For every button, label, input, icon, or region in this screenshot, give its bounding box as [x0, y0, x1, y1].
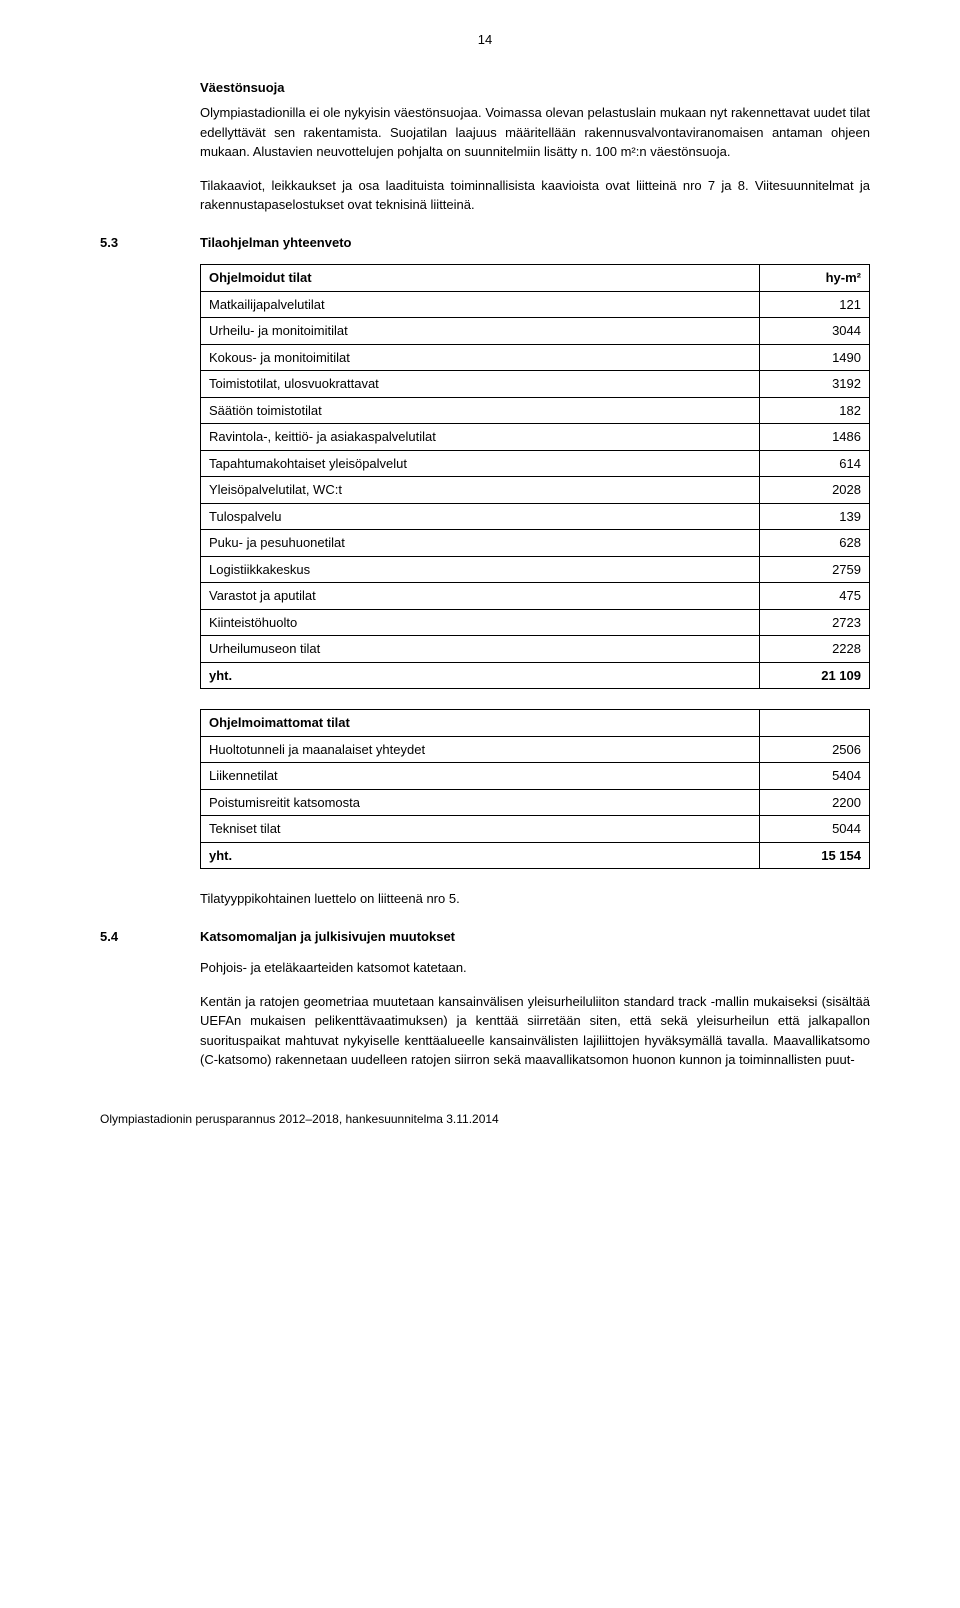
- section-vaestonsuoja: Väestönsuoja Olympiastadionilla ei ole n…: [200, 78, 870, 215]
- cell-value: 1486: [760, 424, 870, 451]
- table-row: Toimistotilat, ulosvuokrattavat3192: [201, 371, 870, 398]
- cell-label: Kiinteistöhuolto: [201, 609, 760, 636]
- table-row: Huoltotunneli ja maanalaiset yhteydet250…: [201, 736, 870, 763]
- cell-value: 2759: [760, 556, 870, 583]
- cell-label: Puku- ja pesuhuonetilat: [201, 530, 760, 557]
- section-5-4-title: Katsomomaljan ja julkisivujen muutokset: [200, 927, 455, 947]
- cell-total-label: yht.: [201, 662, 760, 689]
- cell-label: Toimistotilat, ulosvuokrattavat: [201, 371, 760, 398]
- cell-value: 5044: [760, 816, 870, 843]
- table-row: Liikennetilat5404: [201, 763, 870, 790]
- cell-value: 2723: [760, 609, 870, 636]
- table-row: Tapahtumakohtaiset yleisöpalvelut614: [201, 450, 870, 477]
- page-number: 14: [100, 30, 870, 50]
- section-5-3-header: 5.3 Tilaohjelman yhteenveto: [100, 233, 870, 253]
- cell-total-value: 15 154: [760, 842, 870, 869]
- cell-value: 121: [760, 291, 870, 318]
- table-row: Urheilumuseon tilat2228: [201, 636, 870, 663]
- cell-label: Matkailijapalvelutilat: [201, 291, 760, 318]
- para-5-4-1: Pohjois- ja eteläkaarteiden katsomot kat…: [200, 958, 870, 978]
- cell-label: Tapahtumakohtaiset yleisöpalvelut: [201, 450, 760, 477]
- table-row: Ravintola-, keittiö- ja asiakaspalveluti…: [201, 424, 870, 451]
- table-row: Kiinteistöhuolto2723: [201, 609, 870, 636]
- page-footer: Olympiastadionin perusparannus 2012–2018…: [100, 1110, 870, 1128]
- table-header-unit: [760, 710, 870, 737]
- cell-value: 2200: [760, 789, 870, 816]
- cell-label: Tulospalvelu: [201, 503, 760, 530]
- section-5-3-body: Ohjelmoidut tilat hy-m² Matkailijapalvel…: [200, 264, 870, 909]
- para-vaestonsuoja-2: Tilakaaviot, leikkaukset ja osa laaditui…: [200, 176, 870, 215]
- cell-label: Yleisöpalvelutilat, WC:t: [201, 477, 760, 504]
- section-5-3-title: Tilaohjelman yhteenveto: [200, 233, 351, 253]
- table-row: Tekniset tilat5044: [201, 816, 870, 843]
- cell-value: 614: [760, 450, 870, 477]
- cell-label: Poistumisreitit katsomosta: [201, 789, 760, 816]
- cell-label: Liikennetilat: [201, 763, 760, 790]
- cell-value: 139: [760, 503, 870, 530]
- table-header-unit: hy-m²: [760, 265, 870, 292]
- section-5-3-number: 5.3: [100, 233, 200, 253]
- section-5-4-body: Pohjois- ja eteläkaarteiden katsomot kat…: [200, 958, 870, 1070]
- para-vaestonsuoja-1: Olympiastadionilla ei ole nykyisin väest…: [200, 103, 870, 162]
- section-5-4-header: 5.4 Katsomomaljan ja julkisivujen muutok…: [100, 927, 870, 947]
- cell-total-label: yht.: [201, 842, 760, 869]
- cell-value: 1490: [760, 344, 870, 371]
- table-header-label: Ohjelmoidut tilat: [201, 265, 760, 292]
- table-row: Varastot ja aputilat475: [201, 583, 870, 610]
- cell-label: Logistiikkakeskus: [201, 556, 760, 583]
- table-row: Tulospalvelu139: [201, 503, 870, 530]
- table-row: Logistiikkakeskus2759: [201, 556, 870, 583]
- cell-value: 3192: [760, 371, 870, 398]
- cell-value: 2028: [760, 477, 870, 504]
- table-ohjelmoidut: Ohjelmoidut tilat hy-m² Matkailijapalvel…: [200, 264, 870, 689]
- table-header-label: Ohjelmoimattomat tilat: [201, 710, 760, 737]
- para-5-4-2: Kentän ja ratojen geometriaa muutetaan k…: [200, 992, 870, 1070]
- table-row-total: yht.21 109: [201, 662, 870, 689]
- cell-label: Varastot ja aputilat: [201, 583, 760, 610]
- cell-label: Tekniset tilat: [201, 816, 760, 843]
- table-row: Matkailijapalvelutilat121: [201, 291, 870, 318]
- table-row-total: yht.15 154: [201, 842, 870, 869]
- cell-label: Ravintola-, keittiö- ja asiakaspalveluti…: [201, 424, 760, 451]
- cell-total-value: 21 109: [760, 662, 870, 689]
- cell-value: 628: [760, 530, 870, 557]
- cell-value: 3044: [760, 318, 870, 345]
- cell-value: 5404: [760, 763, 870, 790]
- table-row: Poistumisreitit katsomosta2200: [201, 789, 870, 816]
- table-row: Kokous- ja monitoimitilat1490: [201, 344, 870, 371]
- table-row: Säätiön toimistotilat182: [201, 397, 870, 424]
- table-row: Urheilu- ja monitoimitilat3044: [201, 318, 870, 345]
- table-row: Puku- ja pesuhuonetilat628: [201, 530, 870, 557]
- cell-label: Kokous- ja monitoimitilat: [201, 344, 760, 371]
- cell-label: Urheilu- ja monitoimitilat: [201, 318, 760, 345]
- table-ohjelmoimattomat: Ohjelmoimattomat tilat Huoltotunneli ja …: [200, 709, 870, 869]
- table-row: Ohjelmoidut tilat hy-m²: [201, 265, 870, 292]
- cell-value: 2506: [760, 736, 870, 763]
- cell-value: 2228: [760, 636, 870, 663]
- cell-label: Urheilumuseon tilat: [201, 636, 760, 663]
- cell-label: Säätiön toimistotilat: [201, 397, 760, 424]
- heading-vaestonsuoja: Väestönsuoja: [200, 78, 870, 98]
- cell-value: 182: [760, 397, 870, 424]
- cell-label: Huoltotunneli ja maanalaiset yhteydet: [201, 736, 760, 763]
- table-row: Yleisöpalvelutilat, WC:t2028: [201, 477, 870, 504]
- para-after-tables: Tilatyyppikohtainen luettelo on liitteen…: [200, 889, 870, 909]
- cell-value: 475: [760, 583, 870, 610]
- table-row: Ohjelmoimattomat tilat: [201, 710, 870, 737]
- section-5-4-number: 5.4: [100, 927, 200, 947]
